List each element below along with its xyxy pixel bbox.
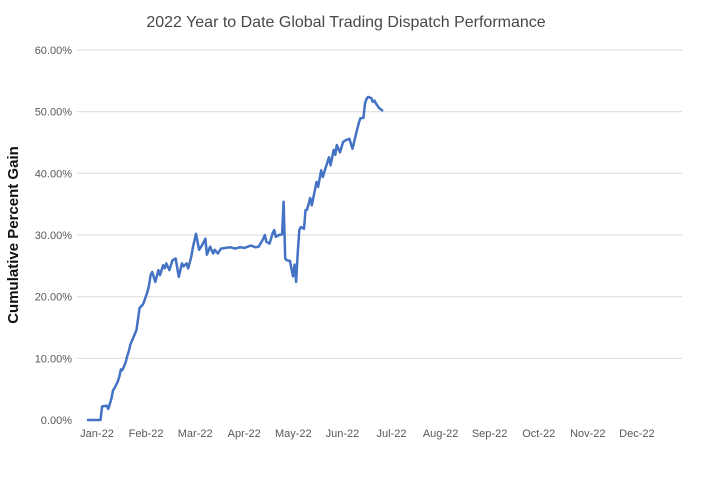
y-tick-label: 60.00%: [35, 45, 73, 57]
x-tick-label: Sep-22: [472, 428, 507, 440]
x-tick-label: Mar-22: [178, 428, 213, 440]
x-tick-label: Jun-22: [326, 428, 360, 440]
x-tick-label: May-22: [275, 428, 312, 440]
x-tick-label: Apr-22: [228, 428, 261, 440]
y-tick-label: 50.00%: [35, 107, 73, 119]
x-tick-label: Jul-22: [377, 428, 407, 440]
x-tick-label: Dec-22: [619, 428, 654, 440]
y-tick-label: 0.00%: [41, 415, 72, 427]
y-axis-title: Cumulative Percent Gain: [5, 146, 22, 324]
chart-title: 2022 Year to Date Global Trading Dispatc…: [146, 14, 545, 31]
y-tick-label: 10.00%: [35, 353, 73, 365]
x-axis-tick-labels: Jan-22 Feb-22 Mar-22 Apr-22 May-22 Jun-22 Jul-…: [80, 428, 654, 440]
gridlines: [77, 49, 682, 359]
x-tick-label: Jan-22: [80, 428, 114, 440]
y-tick-label: 30.00%: [35, 230, 73, 242]
y-tick-label: 40.00%: [35, 168, 73, 180]
x-tick-label: Aug-22: [423, 428, 458, 440]
performance-line-series: [86, 95, 384, 422]
y-tick-label: 20.00%: [35, 292, 73, 304]
x-tick-label: Oct-22: [522, 428, 555, 440]
x-tick-label: Nov-22: [570, 428, 605, 440]
y-axis-tick-labels: 0.00% 10.00% 20.00% 30.00% 40.00% 50.00% 60.00…: [35, 45, 73, 427]
x-tick-label: Feb-22: [129, 428, 164, 440]
